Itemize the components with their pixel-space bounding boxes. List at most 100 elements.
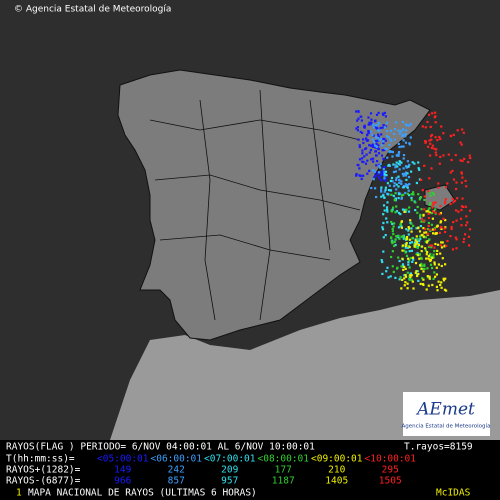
lightning-strike — [383, 177, 386, 180]
lightning-strike — [411, 237, 414, 240]
lightning-strike — [408, 278, 411, 281]
lightning-strike — [385, 270, 388, 273]
lightning-strike — [404, 133, 407, 136]
lightning-strike — [369, 123, 372, 126]
lightning-strike — [410, 230, 413, 233]
lightning-strike — [372, 157, 375, 160]
lightning-strike — [459, 217, 463, 220]
lightning-strike — [417, 226, 420, 229]
lightning-strike — [395, 188, 398, 191]
lightning-strike — [422, 214, 425, 217]
lightning-strike — [379, 178, 382, 181]
lightning-strike — [393, 244, 396, 248]
legend-summary: RAYOS(FLAG ) PERIODO= 6/NOV 04:00:01 AL … — [6, 442, 315, 453]
lightning-strike — [431, 283, 434, 287]
lightning-strike — [383, 173, 386, 176]
lightning-strike — [374, 136, 378, 139]
lightning-strike — [377, 133, 380, 136]
lightning-strike — [419, 264, 422, 267]
lightning-strike — [451, 197, 454, 201]
lightning-strike — [399, 213, 402, 216]
lightning-strike — [409, 219, 412, 222]
lightning-strike — [413, 245, 416, 248]
lightning-strike — [438, 162, 441, 165]
lightning-strike — [456, 197, 459, 200]
lightning-strike — [460, 172, 463, 175]
lightning-strike — [413, 243, 416, 246]
lightning-strike — [408, 124, 411, 127]
lightning-strike — [390, 255, 393, 259]
lightning-strike — [386, 221, 389, 224]
lightning-strike — [362, 141, 365, 145]
lightning-strike — [374, 119, 377, 122]
lightning-strike — [362, 138, 365, 141]
lightning-strike — [407, 263, 410, 266]
lightning-strike — [380, 195, 383, 198]
lightning-strike — [402, 128, 405, 131]
positive-count: 242 — [168, 465, 185, 476]
lightning-strike — [386, 201, 389, 204]
lightning-strike — [397, 211, 401, 215]
lightning-strike — [382, 236, 385, 239]
lightning-strike — [371, 133, 374, 136]
lightning-strike — [400, 225, 403, 228]
lightning-strike — [405, 166, 408, 169]
lightning-strike — [437, 280, 440, 283]
lightning-strike — [413, 162, 416, 165]
lightning-strike — [384, 186, 387, 189]
lightning-strike — [432, 193, 435, 196]
lightning-strike — [416, 254, 419, 257]
lightning-strike — [360, 115, 363, 118]
lightning-strike — [362, 174, 365, 177]
lightning-strike — [467, 161, 470, 164]
lightning-strike — [418, 168, 421, 171]
lightning-strike — [427, 238, 430, 242]
lightning-strike — [429, 194, 432, 197]
lightning-strike — [400, 226, 403, 229]
lightning-strike — [426, 232, 430, 235]
lightning-strike — [444, 277, 447, 280]
lightning-strike — [460, 171, 463, 174]
lightning-strike — [398, 145, 401, 149]
lightning-strike — [440, 246, 444, 249]
lightning-strike — [429, 125, 432, 128]
lightning-strike — [389, 189, 392, 192]
lightning-strike — [388, 184, 391, 187]
lightning-strike — [360, 119, 363, 122]
lightning-strike — [386, 266, 389, 269]
lightning-strike — [444, 198, 447, 201]
lightning-strike — [372, 126, 375, 129]
lightning-strike — [422, 219, 425, 222]
lightning-strike — [378, 129, 381, 132]
lightning-strike — [384, 139, 387, 142]
lightning-strike — [417, 193, 420, 196]
lightning-strike — [416, 246, 419, 249]
lightning-strike — [409, 123, 412, 126]
lightning-strike — [439, 155, 442, 158]
lightning-strike — [372, 123, 375, 126]
lightning-strike — [386, 156, 389, 159]
lightning-strike — [355, 173, 358, 176]
lightning-strike — [389, 275, 392, 278]
lightning-strike — [381, 140, 385, 143]
lightning-strike — [381, 149, 384, 152]
lightning-strike — [395, 205, 398, 208]
lightning-strike — [433, 263, 436, 266]
lightning-strike — [403, 172, 406, 175]
lightning-strike — [433, 228, 436, 231]
lightning-strike — [410, 227, 413, 230]
lightning-strike — [404, 267, 407, 270]
lightning-strike — [439, 212, 442, 215]
lightning-strike — [390, 220, 393, 224]
lightning-strike — [437, 263, 440, 266]
lightning-strike — [395, 183, 398, 186]
lightning-strike — [401, 278, 404, 281]
lightning-strike — [380, 154, 384, 157]
lightning-strike — [438, 213, 441, 216]
lightning-strike — [401, 172, 404, 175]
lightning-strike — [389, 138, 392, 141]
lightning-strike — [444, 226, 447, 229]
lightning-strike — [398, 178, 401, 181]
lightning-strike — [401, 120, 405, 124]
lightning-strike — [455, 238, 458, 241]
